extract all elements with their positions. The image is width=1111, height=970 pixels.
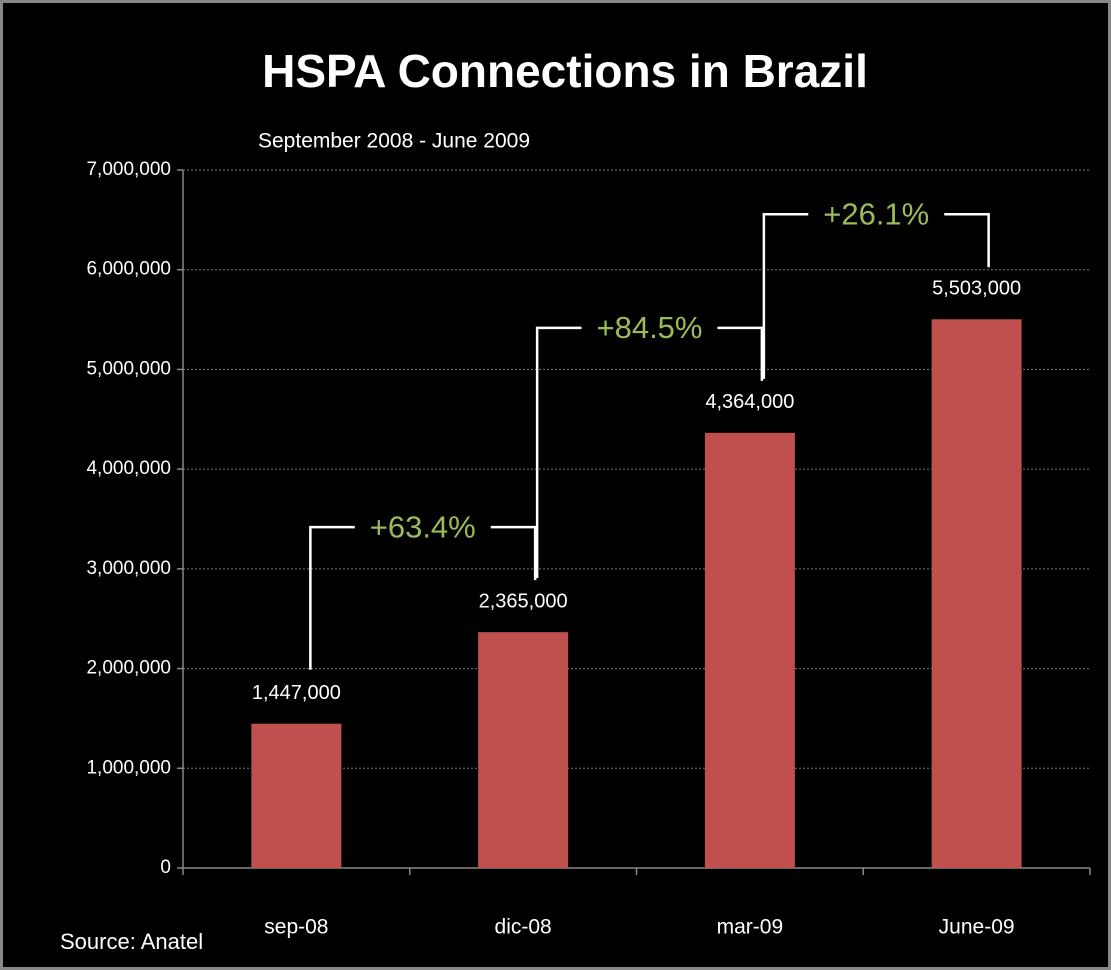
y-tick-label: 5,000,000 [86,358,171,379]
x-tick-label: mar-09 [717,916,784,939]
y-tick-label: 0 [160,857,171,878]
bar [704,432,795,868]
growth-label: +26.1% [823,196,929,231]
data-label: 2,365,000 [479,590,568,612]
growth-bracket [762,213,990,379]
growth-label: +63.4% [370,509,476,544]
data-label: 4,364,000 [705,391,794,413]
source-note: Source: Anatel [60,929,203,954]
bar [478,632,569,868]
x-tick-label: sep-08 [264,916,328,939]
x-tick-label: dic-08 [495,916,552,939]
x-tick-label: June-09 [939,916,1015,939]
y-tick-label: 2,000,000 [86,658,171,679]
y-tick-label: 1,000,000 [86,757,171,778]
y-tick-label: 6,000,000 [86,259,171,280]
y-tick-label: 7,000,000 [86,159,171,180]
y-tick-label: 4,000,000 [86,458,171,479]
growth-bracket [535,326,764,579]
bar [931,319,1022,868]
data-label: 1,447,000 [252,682,341,704]
chart-title: HSPA Connections in Brazil [262,45,868,97]
growth-label: +84.5% [596,310,702,345]
y-tick-label: 3,000,000 [86,558,171,579]
growth-bracket [309,525,537,670]
bar [251,723,342,868]
chart-subtitle: September 2008 - June 2009 [258,130,530,153]
data-label: 5,503,000 [932,278,1021,300]
